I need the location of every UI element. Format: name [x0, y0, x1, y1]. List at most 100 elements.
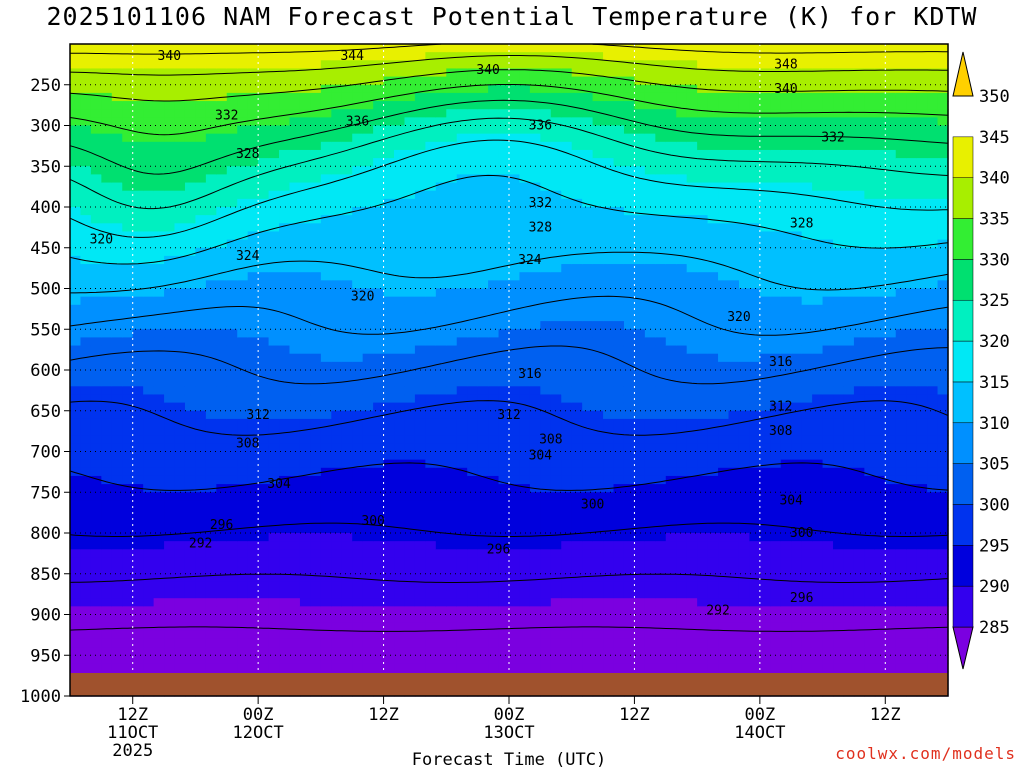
- field-cell: [247, 427, 259, 436]
- field-cell: [644, 508, 656, 518]
- field-cell: [414, 516, 426, 526]
- field-cell: [561, 443, 573, 453]
- field-cell: [184, 198, 197, 208]
- field-cell: [676, 68, 688, 78]
- field-cell: [686, 590, 698, 599]
- field-cell: [550, 427, 562, 436]
- field-cell: [289, 630, 301, 640]
- field-cell: [184, 223, 197, 233]
- field-cell: [80, 590, 92, 599]
- field-cell: [226, 353, 238, 363]
- field-cell: [258, 255, 270, 265]
- field-cell: [247, 581, 259, 591]
- field-cell: [362, 435, 374, 444]
- field-cell: [258, 467, 270, 477]
- field-cell: [425, 296, 437, 306]
- field-cell: [592, 630, 604, 640]
- field-cell: [477, 158, 489, 167]
- field-cell: [352, 149, 364, 159]
- field-cell: [550, 467, 562, 477]
- field-cell: [143, 590, 155, 599]
- field-cell: [122, 394, 134, 404]
- field-cell: [488, 158, 500, 167]
- field-cell: [655, 141, 667, 151]
- field-cell: [383, 533, 395, 542]
- field-cell: [320, 484, 332, 493]
- field-cell: [164, 125, 176, 135]
- field-cell: [592, 418, 604, 428]
- field-cell: [143, 109, 155, 118]
- field-cell: [676, 304, 688, 314]
- field-cell: [456, 361, 468, 371]
- field-cell: [143, 361, 155, 371]
- field-cell: [425, 475, 437, 485]
- field-cell: [279, 280, 291, 290]
- field-cell: [111, 565, 123, 575]
- field-cell: [425, 508, 437, 518]
- field-cell: [592, 394, 604, 404]
- field-cell: [153, 198, 165, 208]
- field-cell: [394, 60, 406, 70]
- field-cell: [80, 329, 92, 338]
- field-cell: [153, 565, 165, 575]
- field-cell: [70, 223, 82, 233]
- field-cell: [550, 345, 562, 355]
- field-cell: [414, 394, 426, 404]
- field-cell: [279, 321, 291, 330]
- field-cell: [488, 361, 500, 371]
- field-cell: [613, 606, 625, 616]
- field-cell: [665, 459, 677, 469]
- field-cell: [414, 647, 426, 656]
- field-cell: [467, 549, 479, 559]
- field-cell: [373, 663, 385, 673]
- field-cell: [310, 92, 322, 102]
- field-cell: [164, 353, 176, 363]
- field-cell: [268, 68, 280, 78]
- field-cell: [623, 484, 636, 493]
- field-cell: [362, 133, 374, 143]
- field-cell: [247, 207, 259, 216]
- field-cell: [394, 614, 406, 624]
- field-cell: [362, 60, 374, 70]
- field-cell: [299, 557, 312, 567]
- field-cell: [226, 174, 238, 184]
- field-cell: [132, 182, 144, 192]
- field-cell: [122, 410, 134, 420]
- field-cell: [718, 215, 730, 224]
- field-cell: [320, 410, 332, 420]
- field-cell: [561, 459, 573, 469]
- field-cell: [707, 329, 719, 338]
- field-cell: [571, 215, 583, 224]
- field-cell: [456, 598, 468, 607]
- field-cell: [686, 125, 698, 135]
- field-cell: [644, 565, 656, 575]
- field-cell: [644, 117, 656, 127]
- field-cell: [373, 573, 385, 583]
- field-cell: [320, 198, 332, 208]
- field-cell: [383, 353, 395, 363]
- field-cell: [394, 182, 406, 192]
- field-cell: [540, 467, 552, 477]
- field-cell: [226, 182, 238, 192]
- field-cell: [237, 141, 249, 151]
- field-cell: [143, 500, 155, 510]
- field-cell: [279, 370, 291, 379]
- field-cell: [404, 655, 416, 664]
- field-cell: [237, 198, 249, 208]
- field-cell: [247, 329, 259, 338]
- field-cell: [446, 614, 458, 624]
- field-cell: [519, 500, 531, 510]
- field-cell: [456, 329, 468, 338]
- field-cell: [665, 378, 677, 387]
- field-cell: [184, 312, 197, 322]
- field-cell: [592, 321, 604, 330]
- field-cell: [268, 158, 280, 167]
- field-cell: [205, 402, 217, 412]
- field-cell: [655, 622, 667, 632]
- field-cell: [205, 92, 217, 102]
- field-cell: [676, 581, 688, 591]
- field-cell: [341, 565, 353, 575]
- field-cell: [70, 117, 82, 127]
- field-cell: [195, 207, 207, 216]
- field-cell: [174, 524, 186, 534]
